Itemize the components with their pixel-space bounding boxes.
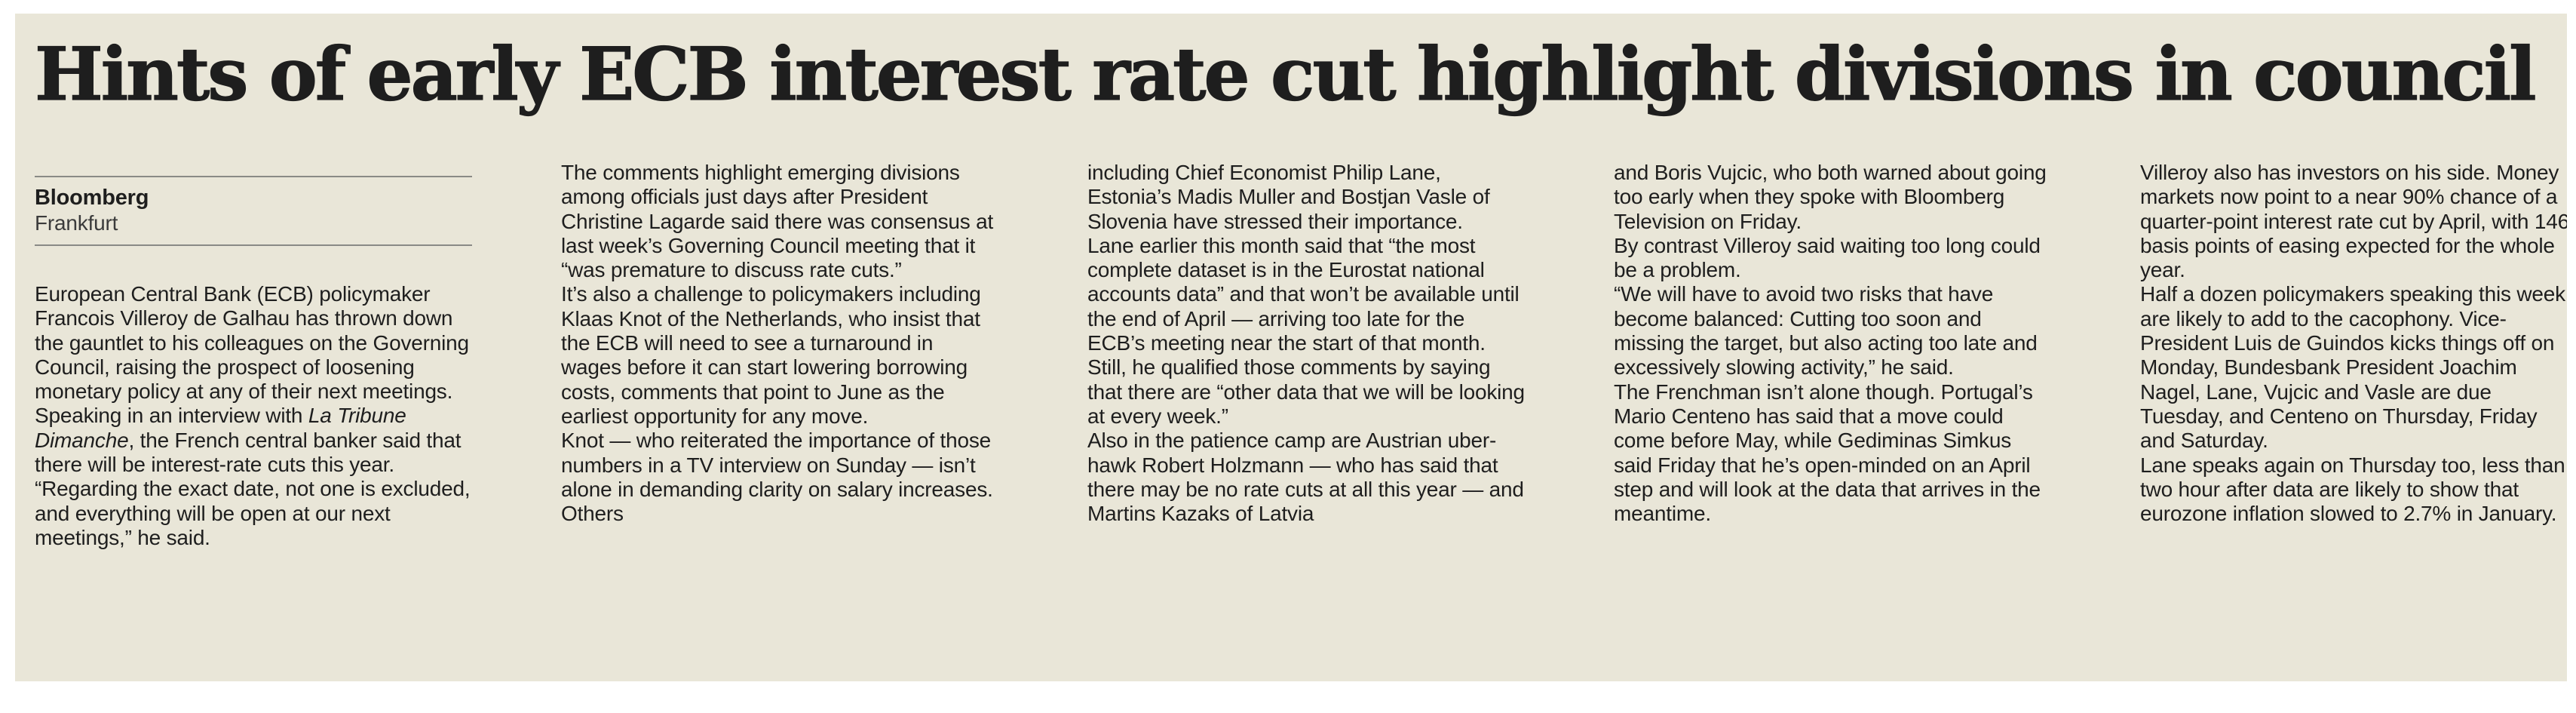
column-1: Bloomberg Frankfurt European Central Ban… (35, 161, 472, 681)
article-columns: Bloomberg Frankfurt European Central Ban… (35, 161, 2567, 681)
paragraph: European Central Bank (ECB) policymaker … (35, 282, 469, 404)
paragraph: Lane speaks again on Thursday too, less … (2140, 453, 2565, 526)
paragraph: It’s also a challenge to policymakers in… (561, 282, 981, 428)
paragraph: Half a dozen policymakers speaking this … (2140, 282, 2565, 453)
paragraph: The Frenchman isn’t alone though. Portug… (1614, 380, 2041, 526)
column-4: and Boris Vujcic, who both warned about … (1614, 161, 2051, 681)
paragraph: Still, he qualified those comments by sa… (1087, 355, 1525, 428)
paragraph: Also in the patience camp are Austrian u… (1087, 429, 1524, 526)
paragraph: Villeroy also has investors on his side.… (2140, 161, 2567, 282)
paragraph: By contrast Villeroy said waiting too lo… (1614, 233, 2041, 282)
column-5: Villeroy also has investors on his side.… (2140, 161, 2567, 681)
paragraph: and Boris Vujcic, who both warned about … (1614, 161, 2047, 233)
byline-source: Bloomberg (35, 186, 149, 210)
news-article: Hints of early ECB interest rate cut hig… (15, 14, 2567, 681)
paragraph: Lane earlier this month said that “the m… (1087, 233, 1520, 355)
text-run: Speaking in an interview with (35, 404, 308, 428)
paragraph: Speaking in an interview with La Tribune… (35, 404, 472, 550)
column-2: The comments highlight emerging division… (561, 161, 998, 681)
paragraph: including Chief Economist Philip Lane, E… (1087, 161, 1490, 233)
text-run: , the French central banker said that th… (35, 428, 471, 549)
headline: Hints of early ECB interest rate cut hig… (34, 32, 2537, 117)
column-3: including Chief Economist Philip Lane, E… (1087, 161, 1525, 681)
paragraph: The comments highlight emerging division… (561, 161, 994, 282)
paragraph: Knot — who reiterated the importance of … (561, 429, 993, 526)
publication-name: La Tribune Dimanche (35, 404, 406, 452)
byline: Bloomberg Frankfurt (35, 176, 472, 246)
byline-location: Frankfurt (35, 211, 118, 235)
paragraph: “We will have to avoid two risks that ha… (1614, 282, 2038, 380)
